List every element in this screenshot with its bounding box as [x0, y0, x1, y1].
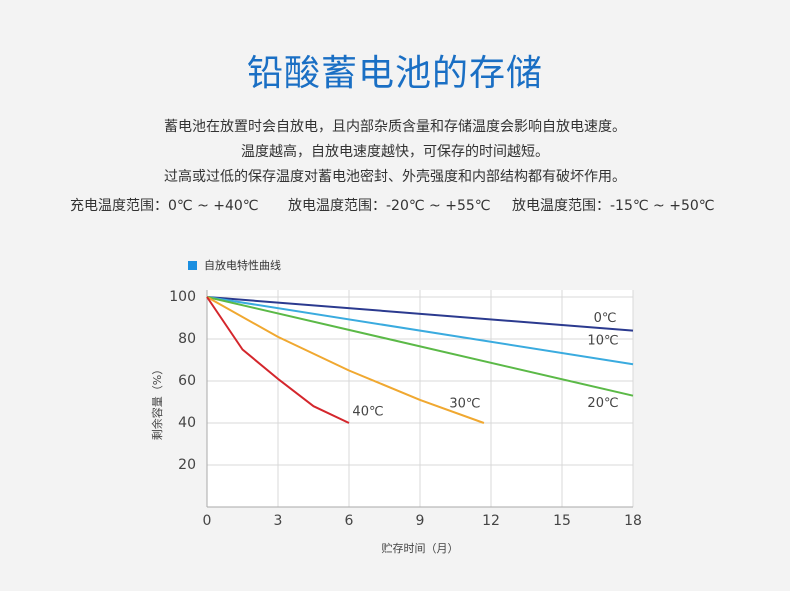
legend-swatch [188, 261, 197, 270]
range-text: 放电温度范围：-15℃ ~ +50℃ [512, 198, 715, 214]
text-line: 温度越高，自放电速度越快，可保存的时间越短。 [241, 144, 549, 160]
series-line [206, 296, 485, 424]
y-tick-label: 40 [178, 415, 196, 431]
series-label: 10℃ [587, 334, 618, 349]
x-tick-label: 12 [482, 513, 500, 529]
chart-title: 自放电特性曲线 [204, 258, 281, 272]
y-tick-label: 20 [178, 457, 196, 473]
x-tick-label: 18 [624, 513, 642, 529]
y-tick-label: 80 [178, 331, 196, 347]
y-tick-label: 100 [169, 289, 196, 305]
y-tick-label: 60 [178, 373, 196, 389]
x-tick-label: 15 [553, 513, 571, 529]
range-text: 放电温度范围：-20℃ ~ +55℃ [288, 198, 491, 214]
series-label: 30℃ [449, 397, 480, 412]
series-label: 20℃ [587, 396, 618, 411]
x-tick-label: 6 [345, 513, 354, 529]
series-line [206, 296, 634, 366]
text-line: 蓄电池在放置时会自放电，且内部杂质含量和存储温度会影响自放电速度。 [164, 119, 626, 135]
y-axis-label: 剩余容量（%） [150, 364, 164, 440]
text-line: 过高或过低的保存温度对蓄电池密封、外壳强度和内部结构都有破坏作用。 [164, 169, 626, 185]
series-label: 40℃ [352, 405, 383, 420]
range-text: 充电温度范围：0℃ ~ +40℃ [70, 198, 259, 214]
page-title: 铅酸蓄电池的存储 [246, 53, 543, 94]
x-tick-label: 3 [274, 513, 283, 529]
x-tick-label: 0 [203, 513, 212, 529]
series-line [206, 296, 634, 397]
series-line [206, 296, 350, 424]
x-axis-label: 贮存时间（月） [382, 541, 459, 555]
series-line [206, 296, 634, 332]
x-tick-label: 9 [416, 513, 425, 529]
series-label: 0℃ [594, 311, 617, 326]
